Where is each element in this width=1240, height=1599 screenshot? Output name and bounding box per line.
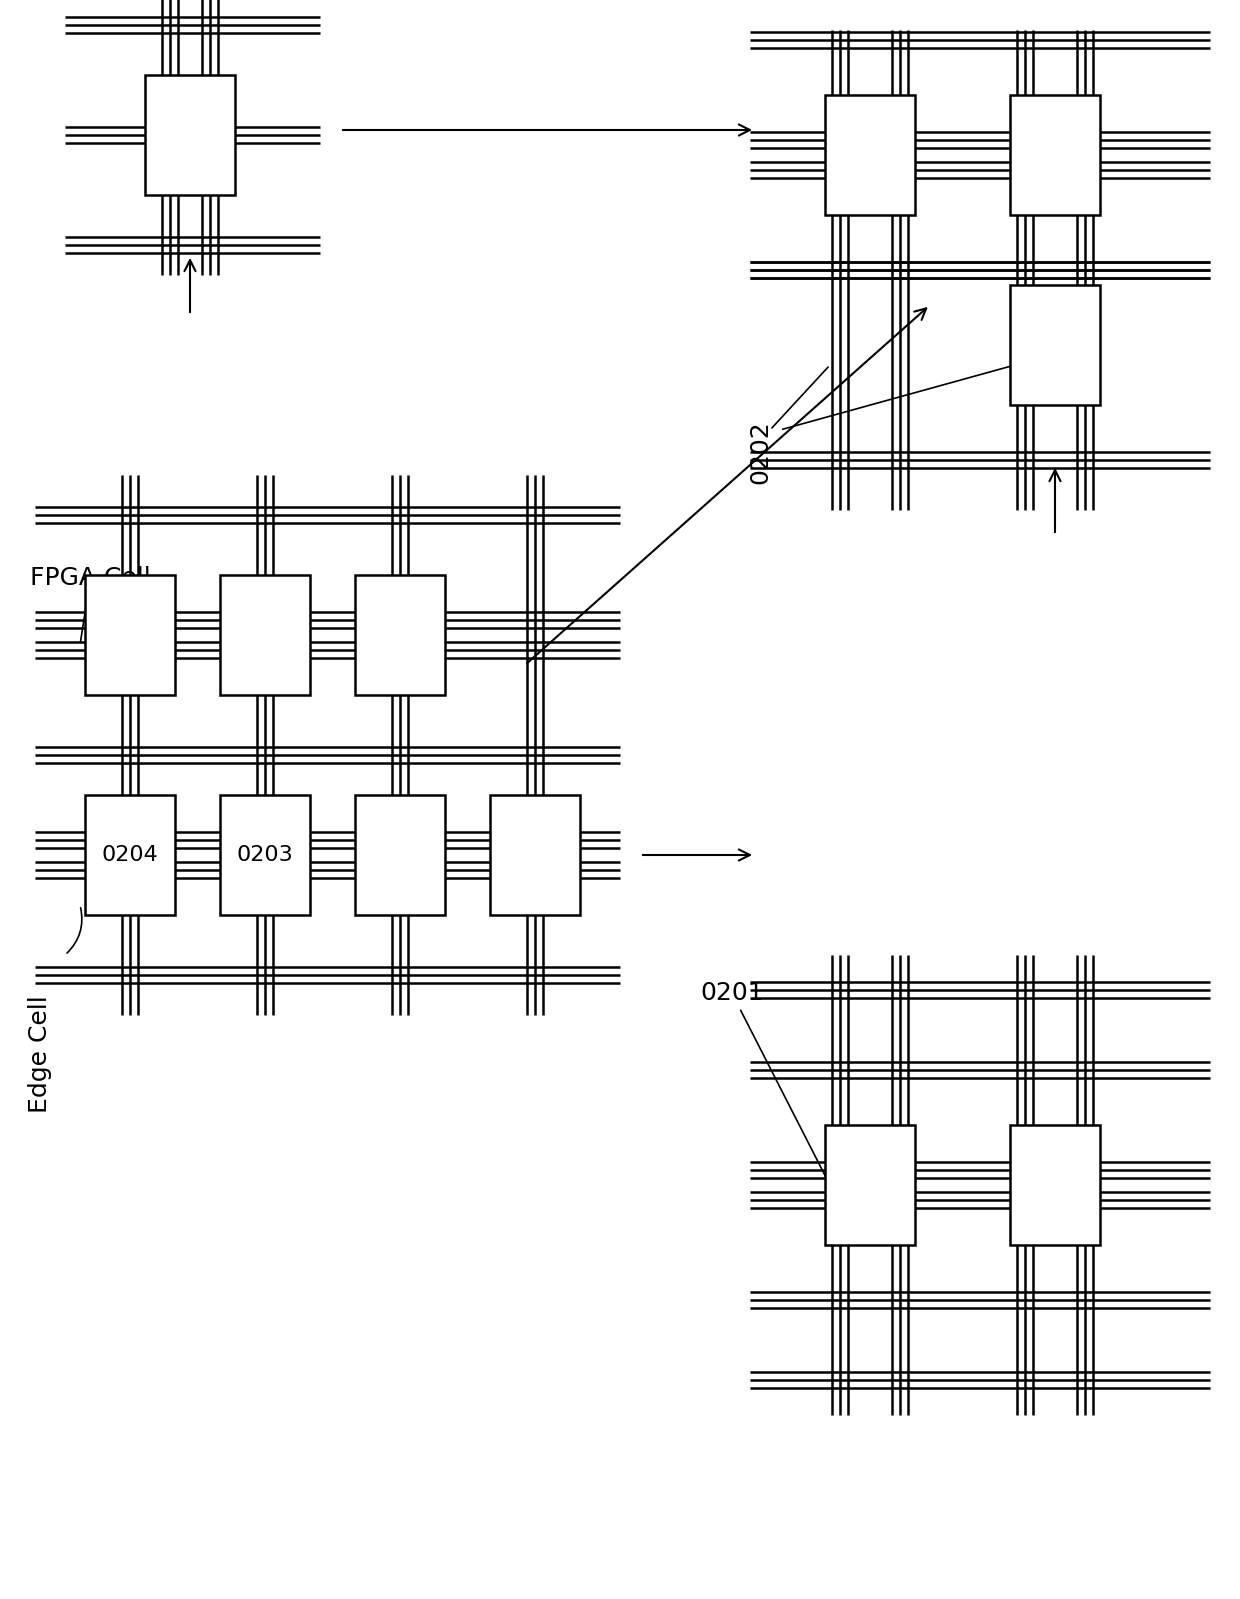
Text: FPGA Cell: FPGA Cell xyxy=(30,566,151,643)
Text: Edge Cell: Edge Cell xyxy=(29,995,52,1113)
Bar xyxy=(219,576,310,696)
Bar xyxy=(355,795,445,915)
Text: 0204: 0204 xyxy=(102,844,159,865)
Text: 0201: 0201 xyxy=(701,982,833,1193)
Bar xyxy=(145,75,236,195)
Bar xyxy=(355,576,445,696)
Bar xyxy=(86,576,175,696)
Bar xyxy=(1011,94,1100,214)
Text: 0203: 0203 xyxy=(237,844,294,865)
Bar xyxy=(825,94,915,214)
Bar xyxy=(1011,1126,1100,1246)
Text: 0202: 0202 xyxy=(748,421,773,484)
Bar xyxy=(490,795,580,915)
Bar xyxy=(86,795,175,915)
Bar xyxy=(825,1126,915,1246)
Bar xyxy=(219,795,310,915)
Bar xyxy=(1011,285,1100,405)
